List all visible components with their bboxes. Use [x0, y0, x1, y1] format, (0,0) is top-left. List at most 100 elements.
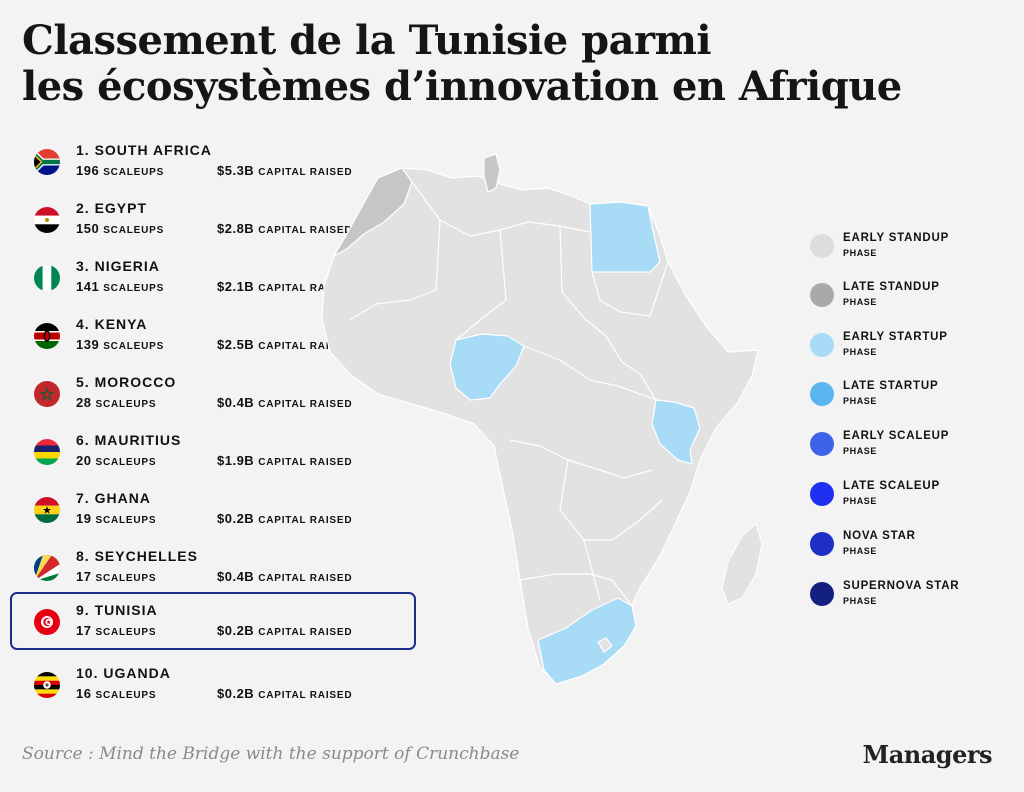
- legend-swatch: [810, 582, 834, 606]
- country-name: SEYCHELLES: [94, 548, 198, 564]
- ranking-item-tunisia: 9. TUNISIA 17 SCALEUPS $0.2B CAPITAL RAISE…: [10, 592, 416, 650]
- scaleups-count: 139: [76, 337, 100, 352]
- legend-swatch: [810, 283, 834, 307]
- africa-mainland: [321, 167, 759, 683]
- capital-unit: CAPITAL RAISED: [258, 341, 353, 352]
- africa-map: [321, 153, 763, 685]
- tunisia-flag-icon: [34, 609, 60, 635]
- legend-sub-label: PHASE: [843, 546, 878, 556]
- tunisia-row-content: 9. TUNISIA 17 SCALEUPS $0.2B CAPITAL RAISE…: [12, 602, 414, 646]
- nigeria-flag-icon: [34, 265, 60, 291]
- page-title: Classement de la Tunisie parmi les écosy…: [22, 18, 902, 110]
- madagascar-region: [721, 523, 763, 605]
- legend-swatch: [810, 234, 834, 258]
- country-name: MOROCCO: [94, 374, 177, 390]
- internal-borders: [349, 181, 669, 607]
- legend-swatch: [810, 382, 834, 406]
- scaleups-unit: SCALEUPS: [95, 690, 157, 701]
- scaleups-count: 17: [76, 569, 92, 584]
- country-name: EGYPT: [94, 200, 148, 216]
- egypt-flag-icon: [34, 207, 60, 233]
- capital-raised: $0.2B: [217, 623, 255, 638]
- ranking-number: 10.: [76, 665, 99, 681]
- legend-item-early-startup: EARLY STARTUP PHASE: [808, 327, 1008, 367]
- capital-unit: CAPITAL RAISED: [258, 573, 353, 584]
- ranking-number: 3.: [76, 258, 90, 274]
- capital-unit: CAPITAL RAISED: [258, 283, 353, 294]
- scaleups-unit: SCALEUPS: [95, 515, 157, 526]
- ranking-number: 5.: [76, 374, 90, 390]
- egypt-region: [589, 201, 661, 273]
- morocco-flag-icon: [34, 381, 60, 407]
- mauritius-flag-icon: [34, 439, 60, 465]
- ranking-number: 6.: [76, 432, 90, 448]
- legend-label: EARLY STARTUP: [843, 331, 948, 343]
- legend-item-late-standup: LATE STANDUP PHASE: [808, 277, 1008, 317]
- scaleups-unit: SCALEUPS: [103, 341, 165, 352]
- nigeria-region: [449, 333, 525, 401]
- country-name: GHANA: [94, 490, 151, 506]
- scaleups-count: 141: [76, 279, 100, 294]
- legend-sub-label: PHASE: [843, 596, 878, 606]
- ranking-item-seychelles: 8. SEYCHELLES 17 SCALEUPS $0.4B CAPITAL RA…: [10, 546, 416, 600]
- legend-label: LATE SCALEUP: [843, 480, 940, 492]
- capital-raised: $2.8B: [217, 221, 255, 236]
- ranking-item-ghana: 7. GHANA 19 SCALEUPS $0.2B CAPITAL RAISED: [10, 488, 416, 542]
- capital-raised: $0.4B: [217, 569, 255, 584]
- ranking-item-nigeria: 3. NIGERIA 141 SCALEUPS $2.1B CAPITAL RAIS…: [10, 256, 416, 310]
- ranking-number: 9.: [76, 602, 90, 618]
- ranking-number: 4.: [76, 316, 90, 332]
- capital-unit: CAPITAL RAISED: [258, 515, 353, 526]
- legend-label: EARLY STANDUP: [843, 232, 950, 244]
- ranking-number: 7.: [76, 490, 90, 506]
- legend-sub-label: PHASE: [843, 446, 878, 456]
- scaleups-unit: SCALEUPS: [103, 283, 165, 294]
- lesotho-region: [597, 637, 613, 653]
- country-name: MAURITIUS: [94, 432, 182, 448]
- capital-raised: $2.5B: [217, 337, 255, 352]
- country-name: KENYA: [94, 316, 148, 332]
- legend-sub-label: PHASE: [843, 297, 878, 307]
- capital-raised: $2.1B: [217, 279, 255, 294]
- capital-raised: $0.4B: [217, 395, 255, 410]
- ghana-flag-icon: [34, 497, 60, 523]
- scaleups-unit: SCALEUPS: [103, 225, 165, 236]
- source-caption: Source : Mind the Bridge with the suppor…: [22, 744, 520, 764]
- legend-label: LATE STARTUP: [843, 380, 939, 392]
- scaleups-unit: SCALEUPS: [95, 627, 157, 638]
- legend-sub-label: PHASE: [843, 396, 878, 406]
- legend-label: NOVA STAR: [843, 530, 916, 542]
- ranking-item-uganda: 10. UGANDA 16 SCALEUPS $0.2B CAPITAL RAISE…: [10, 663, 416, 717]
- tunisia-region: [483, 153, 501, 193]
- scaleups-count: 20: [76, 453, 92, 468]
- scaleups-count: 19: [76, 511, 92, 526]
- kenya-flag-icon: [34, 323, 60, 349]
- scaleups-unit: SCALEUPS: [95, 399, 157, 410]
- scaleups-unit: SCALEUPS: [95, 573, 157, 584]
- legend-swatch: [810, 432, 834, 456]
- ranking-list: 1. SOUTH AFRICA 196 SCALEUPS $5.3B CAPITAL…: [0, 0, 430, 720]
- south-africa-flag-icon: [34, 149, 60, 175]
- capital-raised: $1.9B: [217, 453, 255, 468]
- capital-unit: CAPITAL RAISED: [258, 627, 353, 638]
- page-title-line-1: Classement de la Tunisie parmi: [22, 17, 712, 64]
- uganda-flag-icon: [34, 672, 60, 698]
- scaleups-count: 16: [76, 686, 92, 701]
- country-name: TUNISIA: [94, 602, 158, 618]
- scaleups-count: 196: [76, 163, 100, 178]
- scaleups-unit: SCALEUPS: [103, 167, 165, 178]
- ranking-item-south-africa: 1. SOUTH AFRICA 196 SCALEUPS $5.3B CAPITAL…: [10, 140, 416, 194]
- scaleups-unit: SCALEUPS: [95, 457, 157, 468]
- legend-sub-label: PHASE: [843, 347, 878, 357]
- ranking-item-egypt: 2. EGYPT 150 SCALEUPS $2.8B CAPITAL RAISED: [10, 198, 416, 252]
- legend-item-late-startup: LATE STARTUP PHASE: [808, 376, 1008, 416]
- legend-label: EARLY SCALEUP: [843, 430, 950, 442]
- legend-item-early-scaleup: EARLY SCALEUP PHASE: [808, 426, 1008, 466]
- capital-unit: CAPITAL RAISED: [258, 399, 353, 410]
- capital-raised: $0.2B: [217, 686, 255, 701]
- capital-unit: CAPITAL RAISED: [258, 690, 353, 701]
- legend-swatch: [810, 333, 834, 357]
- ranking-number: 8.: [76, 548, 90, 564]
- page-title-line-2: les écosystèmes d’innovation en Afrique: [22, 63, 902, 110]
- legend-sub-label: PHASE: [843, 248, 878, 258]
